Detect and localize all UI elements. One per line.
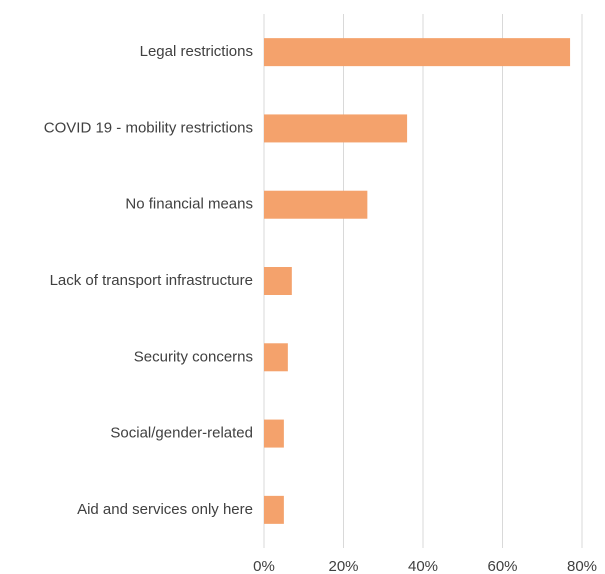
y-tick-label: Social/gender-related — [110, 425, 253, 442]
x-tick-label: 20% — [328, 558, 358, 574]
y-tick-label: No financial means — [125, 196, 253, 213]
y-tick-label: Legal restrictions — [140, 43, 253, 60]
y-tick-label: Lack of transport infrastructure — [50, 272, 253, 289]
bar — [264, 38, 571, 67]
y-tick-label: COVID 19 - mobility restrictions — [44, 119, 253, 136]
bar — [264, 419, 284, 448]
x-tick-label: 0% — [253, 558, 275, 574]
bar — [264, 114, 408, 143]
y-tick-label: Aid and services only here — [77, 501, 253, 518]
bar — [264, 267, 292, 295]
bar — [264, 343, 288, 372]
x-tick-label: 60% — [487, 558, 517, 574]
y-tick-label: Security concerns — [134, 348, 253, 365]
x-tick-label: 80% — [567, 558, 597, 574]
bar — [264, 495, 284, 524]
x-tick-label: 40% — [408, 558, 438, 574]
bar — [264, 190, 368, 219]
